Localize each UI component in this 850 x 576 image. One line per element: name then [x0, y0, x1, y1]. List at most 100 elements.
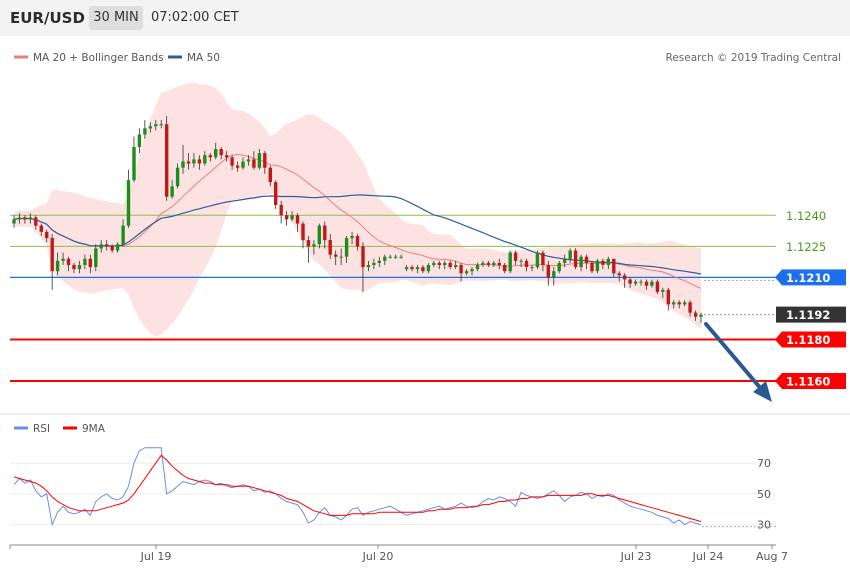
candle-body	[688, 302, 692, 313]
rsi-tick-70: 70	[757, 457, 771, 470]
candle-body	[677, 302, 681, 305]
candle-body	[693, 312, 698, 317]
candle-body	[601, 260, 605, 265]
price-label-current-3: 1.1192	[786, 308, 830, 322]
timestamp-label: 07:02:00 CET	[151, 10, 239, 25]
candle-body	[339, 256, 343, 258]
candle-body	[655, 281, 660, 292]
candle-body	[448, 262, 452, 267]
candle-body	[475, 265, 480, 270]
legend-ma50-label: MA 50	[187, 52, 220, 64]
candle-body	[121, 225, 125, 245]
candle-body	[115, 244, 120, 251]
candle-body	[524, 260, 529, 267]
candle-body	[323, 225, 327, 241]
candle-body	[154, 124, 158, 127]
candle-body	[290, 215, 294, 220]
candle-body	[612, 258, 616, 274]
candle-body	[388, 256, 392, 258]
candle-body	[306, 240, 311, 247]
candle-body	[644, 281, 649, 286]
candle-body	[470, 269, 474, 272]
candle-body	[437, 262, 441, 265]
candle-body	[639, 281, 643, 283]
candle-body	[66, 258, 71, 265]
rsi-tick-30: 30	[757, 519, 771, 532]
bollinger-band-area	[14, 82, 701, 337]
candle-body	[61, 258, 65, 261]
candle-body	[503, 265, 507, 272]
candle-body	[268, 167, 272, 183]
price-label-support-4: 1.1180	[786, 333, 830, 347]
symbol-label: EUR/USD	[10, 9, 85, 27]
timeframe-button[interactable]: 30 MIN	[89, 6, 143, 30]
candle-body	[252, 159, 256, 168]
candle-body	[606, 258, 610, 265]
candle-body	[77, 265, 82, 270]
legend-ma20-label: MA 20 + Bollinger Bands	[33, 52, 164, 64]
candle-body	[383, 256, 387, 261]
candle-body	[39, 225, 43, 232]
time-tick-label: Jul 23	[620, 550, 652, 563]
candle-body	[284, 215, 289, 220]
price-tag-current	[776, 306, 846, 323]
rsi-ma-line	[13, 454, 702, 522]
candle-body	[399, 256, 403, 258]
candle-body	[126, 180, 131, 226]
candle-body	[94, 248, 98, 267]
candle-body	[459, 265, 463, 274]
candle-body	[274, 182, 278, 205]
projection-arrow-shaft	[704, 322, 764, 392]
candle-body	[683, 302, 687, 305]
candle-body	[633, 281, 638, 284]
candle-body	[672, 302, 676, 305]
rsi-tick-50: 50	[757, 488, 771, 501]
candle-body	[492, 262, 496, 265]
copyright-label: Research © 2019 Trading Central	[666, 52, 842, 64]
candle-body	[628, 279, 632, 284]
candle-body	[650, 281, 654, 286]
candle-body	[584, 256, 589, 263]
price-tag-support	[775, 372, 846, 389]
candle-body	[350, 236, 354, 239]
candle-body	[328, 240, 332, 255]
candle-body	[377, 260, 381, 263]
candle-body	[590, 262, 594, 272]
candle-body	[214, 149, 218, 158]
candle-body	[513, 252, 518, 261]
candle-body	[203, 155, 207, 164]
candle-body	[535, 252, 540, 268]
price-label-target-0: 1.1240	[786, 209, 826, 223]
candle-body	[595, 260, 600, 272]
candle-body	[279, 204, 283, 216]
candle-body	[175, 167, 180, 187]
candle-body	[159, 124, 163, 126]
candle-body	[432, 262, 436, 265]
price-label-support-5: 1.1160	[786, 374, 830, 388]
price-label-pivot-2: 1.1210	[786, 271, 830, 285]
candle-body	[546, 265, 550, 278]
candle-body	[426, 265, 431, 272]
candle-body	[230, 157, 234, 166]
candle-body	[148, 126, 152, 129]
candle-body	[481, 262, 485, 265]
candle-body	[355, 236, 360, 247]
candle-body	[110, 246, 114, 251]
candle-body	[263, 153, 267, 168]
candle-body	[241, 161, 245, 168]
candle-body	[312, 244, 316, 247]
candle-body	[334, 254, 338, 257]
candle-body	[219, 149, 223, 156]
candle-body	[623, 275, 627, 280]
candle-body	[181, 161, 185, 168]
candle-body	[666, 289, 670, 305]
candle-body	[99, 244, 103, 249]
candle-body	[573, 250, 578, 268]
candle-body	[235, 165, 240, 168]
candle-body	[257, 153, 262, 168]
candle-body	[105, 244, 109, 247]
candle-body	[88, 258, 92, 268]
candle-body	[132, 147, 136, 181]
price-tag-pivot	[775, 269, 846, 286]
